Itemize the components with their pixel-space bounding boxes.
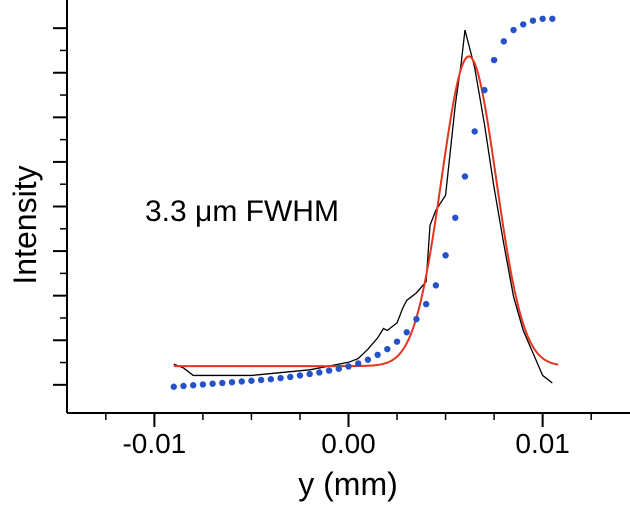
edge-profile-point bbox=[432, 282, 440, 289]
edge-profile-point bbox=[180, 382, 187, 390]
edge-profile-point bbox=[510, 26, 517, 34]
edge-profile-point bbox=[422, 300, 430, 308]
edge-profile-point bbox=[500, 38, 508, 45]
edge-profile-point bbox=[306, 370, 313, 378]
edge-profile-point bbox=[490, 56, 498, 64]
edge-profile-point bbox=[393, 338, 401, 345]
axis-ticks: -0.01 0.00 0.01 bbox=[53, 27, 592, 459]
x-axis-title: y (mm) bbox=[298, 466, 398, 502]
edge-profile-point bbox=[403, 329, 410, 336]
fwhm-annotation: 3.3 μm FWHM bbox=[145, 195, 339, 228]
edge-profile-point bbox=[248, 377, 255, 384]
y-axis-title: Intensity bbox=[7, 165, 43, 284]
measured-profile-line bbox=[173, 29, 553, 384]
edge-profile-point bbox=[296, 372, 304, 379]
edge-profile-point bbox=[335, 365, 342, 372]
edge-profile-point bbox=[355, 360, 362, 367]
edge-profile-point bbox=[452, 214, 459, 221]
edge-profile-point bbox=[257, 376, 265, 384]
edge-profile-point bbox=[471, 128, 478, 135]
edge-profile-point bbox=[549, 15, 556, 22]
edge-profile-point bbox=[539, 15, 546, 22]
edge-profile-point bbox=[238, 378, 245, 385]
edge-profile-point bbox=[267, 376, 275, 383]
plot-series bbox=[170, 15, 559, 390]
edge-profile-point bbox=[209, 380, 216, 387]
edge-profile-point bbox=[442, 252, 449, 259]
edge-profile-point bbox=[316, 369, 323, 376]
edge-profile-point bbox=[189, 382, 197, 389]
edge-profile-point bbox=[529, 17, 537, 24]
x-tick-label: -0.01 bbox=[122, 428, 186, 459]
edge-profile-point bbox=[481, 86, 488, 94]
edge-profile-point bbox=[325, 367, 333, 374]
edge-profile-point bbox=[228, 379, 236, 386]
edge-profile-point bbox=[413, 315, 420, 323]
x-tick-label: 0.01 bbox=[515, 428, 570, 459]
edge-profile-point bbox=[199, 381, 207, 388]
edge-profile-point bbox=[384, 345, 391, 353]
edge-profile-point bbox=[170, 383, 177, 390]
edge-profile-point bbox=[374, 351, 381, 359]
edge-profile-point bbox=[520, 21, 527, 28]
edge-profile-point bbox=[287, 373, 294, 381]
edge-profile-point bbox=[461, 173, 469, 180]
edge-profile-point bbox=[219, 379, 226, 387]
x-tick-label: 0.00 bbox=[321, 428, 376, 459]
edge-profile-point bbox=[277, 374, 284, 382]
edge-profile-point bbox=[364, 356, 372, 363]
gaussian-fit-line bbox=[173, 55, 559, 368]
edge-profile-point bbox=[345, 363, 352, 370]
